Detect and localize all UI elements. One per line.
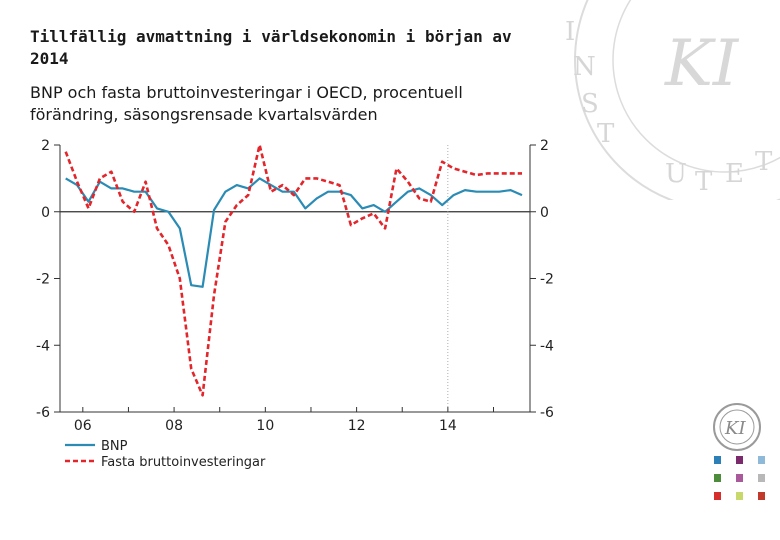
color-swatch: [736, 492, 743, 500]
color-swatch: [714, 456, 721, 464]
legend-label: Fasta bruttoinvesteringar: [101, 455, 266, 470]
x-tick-label: 06: [74, 418, 92, 434]
y-tick-label-left: -4: [36, 338, 50, 354]
y-tick-label-left: -2: [36, 272, 50, 288]
x-tick-label: 12: [348, 418, 366, 434]
color-swatch: [714, 492, 721, 500]
y-tick-label-right: -2: [540, 272, 554, 288]
svg-text:KI: KI: [724, 418, 746, 439]
y-tick-label-right: 2: [540, 138, 549, 154]
series-line-investments: [64, 143, 522, 397]
y-tick-label-right: -6: [540, 405, 554, 421]
color-swatch: [714, 474, 721, 482]
color-swatch: [736, 474, 743, 482]
x-tick-label: 14: [439, 418, 457, 434]
color-swatch: [758, 474, 765, 482]
y-tick-label-left: 2: [41, 138, 50, 154]
legend-label: BNP: [101, 439, 128, 454]
x-tick-label: 08: [165, 418, 183, 434]
color-swatch: [758, 456, 765, 464]
y-tick-label-left: -6: [36, 405, 50, 421]
ki-logo-icon: KI: [713, 403, 761, 451]
y-tick-label-right: -4: [540, 338, 554, 354]
series-line-bnp: [65, 177, 523, 288]
chart-title: Tillfällig avmattning i världsekonomin i…: [30, 27, 512, 68]
color-swatch: [736, 456, 743, 464]
x-tick-label: 10: [256, 418, 274, 434]
y-tick-label-right: 0: [540, 205, 549, 221]
chart-subtitle: BNP och fasta bruttoinvesteringar i OECD…: [30, 83, 463, 124]
y-tick-label-left: 0: [41, 205, 50, 221]
color-swatch: [758, 492, 765, 500]
